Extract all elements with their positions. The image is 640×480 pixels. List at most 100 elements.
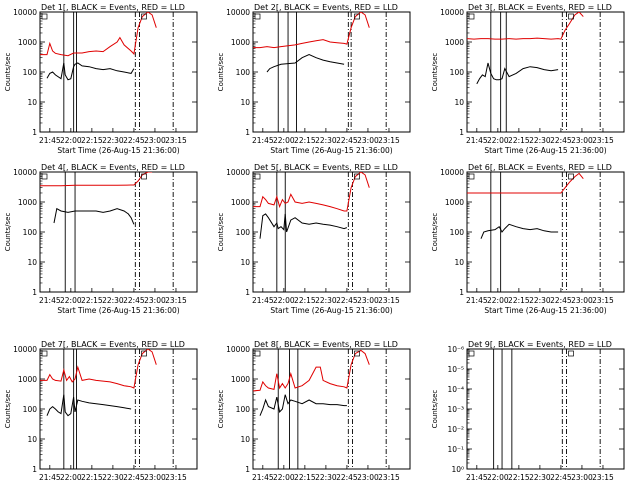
x-tick-label: 22:45 [336,136,358,145]
corner-marker [354,350,360,357]
x-tick-label: 23:15 [378,473,400,480]
x-tick-label: 22:15 [294,136,316,145]
panel-det-2: Det 2[, BLACK = Events, RED = LLD 1 10 100 1… [217,3,411,155]
y-tick-label: 1 [32,128,37,137]
x-tick-label: 23:00 [357,296,379,305]
x-tick-label: 23:00 [571,473,593,480]
y-tick-label: 100 [23,228,38,237]
x-tick-label: 22:30 [102,296,124,305]
y-tick-label: 10⁻³ [447,405,464,414]
x-tick-label: 22:30 [529,473,551,480]
x-tick-label: 21:45 [252,473,274,480]
y-axis-label: Counts/sec [4,390,12,429]
x-tick-label: 22:15 [294,296,316,305]
series-events [46,62,135,81]
panel-title: Det 1[, BLACK = Events, RED = LLD [41,3,185,12]
x-axis-label: Start Time (26-Aug-15 21:36:00) [484,146,606,155]
y-tick-label: 100 [450,68,465,77]
y-tick-label: 1 [245,465,250,474]
x-tick-label: 21:45 [466,296,488,305]
x-tick-label: 21:45 [252,136,274,145]
x-tick-label: 22:30 [315,136,337,145]
x-tick-label: 22:15 [508,136,530,145]
x-tick-label: 23:15 [378,296,400,305]
corner-marker [41,173,48,180]
series-lld [467,172,584,194]
y-tick-label: 10000 [440,8,464,17]
y-axis-label: Counts/sec [217,53,225,92]
y-tick-label: 100 [23,68,38,77]
y-axis-label: Counts/sec [217,213,225,252]
x-tick-label: 21:45 [252,296,274,305]
y-tick-label: 10 [27,258,37,267]
x-tick-label: 23:15 [165,473,187,480]
series-events [46,394,132,417]
y-tick-label: 1 [459,288,464,297]
y-tick-label: 1000 [18,38,37,47]
corner-marker [468,173,475,180]
y-tick-label: 1000 [445,198,464,207]
y-tick-label: 100 [450,228,465,237]
series-lld [253,12,370,49]
corner-marker [354,173,360,180]
x-tick-label: 21:45 [466,473,488,480]
panel-det-3: Det 3[, BLACK = Events, RED = LLD 1 10 100 1… [431,3,625,155]
x-tick-label: 22:45 [550,136,572,145]
series-events [266,54,345,73]
x-tick-label: 22:00 [60,296,82,305]
x-tick-label: 22:00 [60,473,82,480]
x-tick-label: 23:00 [357,473,379,480]
y-tick-label: 100 [23,405,38,414]
x-tick-label: 22:00 [487,136,509,145]
x-tick-label: 22:45 [550,296,572,305]
y-tick-label: 10⁰ [451,465,464,474]
series-events [259,213,348,239]
x-tick-label: 22:30 [529,136,551,145]
y-tick-label: 10 [454,98,464,107]
corner-marker [468,13,475,20]
y-tick-label: 1000 [231,38,250,47]
y-tick-label: 10000 [13,8,37,17]
x-tick-label: 22:00 [487,296,509,305]
y-tick-label: 10 [240,258,250,267]
x-tick-label: 22:45 [123,296,145,305]
series-lld [40,12,157,57]
y-tick-label: 1 [32,465,37,474]
x-tick-label: 22:30 [315,296,337,305]
panel-det-8: Det 8[, BLACK = Events, RED = LLD 1 10 100 1… [217,340,411,480]
x-tick-label: 23:15 [378,136,400,145]
x-tick-label: 22:00 [487,473,509,480]
y-tick-label: 1 [459,128,464,137]
corner-marker [254,13,261,20]
series-events [53,207,135,225]
corner-marker [141,350,147,357]
x-tick-label: 22:15 [81,473,103,480]
series-lld [253,172,370,212]
x-tick-label: 22:15 [81,136,103,145]
corner-marker [568,173,574,180]
y-tick-label: 1000 [231,198,250,207]
x-axis-label: Start Time (26-Aug-15 21:36:00) [57,306,179,315]
x-tick-label: 21:45 [39,473,61,480]
corner-marker [141,13,147,20]
y-axis-label: Counts/sec [4,213,12,252]
corner-marker [254,173,261,180]
y-tick-label: 10 [240,98,250,107]
y-tick-label: 10⁻⁶ [447,345,464,354]
x-tick-label: 22:00 [273,296,295,305]
y-tick-label: 10 [454,258,464,267]
x-axis-label: Start Time (26-Aug-15 21:36:00) [57,146,179,155]
y-tick-label: 10000 [13,168,37,177]
corner-marker [141,173,147,180]
x-tick-label: 22:15 [81,296,103,305]
y-tick-label: 1 [32,288,37,297]
panel-title: Det 2[, BLACK = Events, RED = LLD [254,3,398,12]
y-tick-label: 10 [240,435,250,444]
x-tick-label: 22:15 [508,296,530,305]
panel-det-9: Det 9[, BLACK = Events, RED = LLD 10⁰ 10⁻¹… [431,340,625,480]
series-lld [40,349,157,389]
y-tick-label: 100 [236,228,251,237]
series-events [259,394,347,416]
x-tick-label: 21:45 [466,136,488,145]
